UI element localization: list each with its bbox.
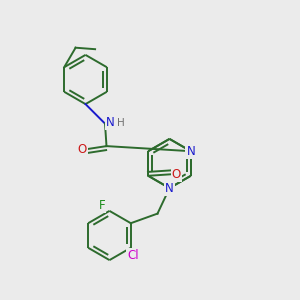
Text: N: N bbox=[165, 182, 174, 195]
Text: N: N bbox=[186, 145, 195, 158]
Text: H: H bbox=[117, 118, 125, 128]
Text: O: O bbox=[78, 142, 87, 156]
Text: O: O bbox=[172, 168, 181, 181]
Text: F: F bbox=[99, 199, 105, 212]
Text: N: N bbox=[106, 116, 115, 129]
Text: Cl: Cl bbox=[128, 249, 139, 262]
